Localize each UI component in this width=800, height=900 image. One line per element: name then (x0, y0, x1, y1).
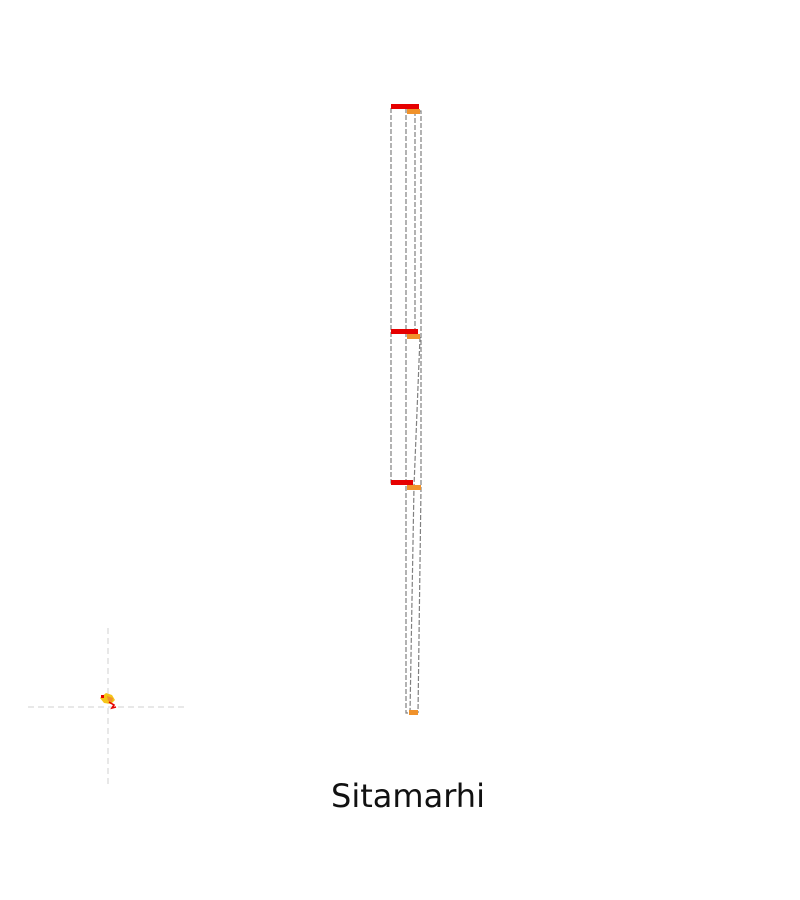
block-marker-red[interactable] (391, 329, 409, 334)
region-title: Sitamarhi (331, 777, 485, 815)
block-marker-red[interactable] (391, 104, 409, 109)
boundary-outlines (390, 108, 422, 714)
block-marker-red[interactable] (407, 104, 419, 109)
block-marker-red[interactable] (407, 329, 418, 334)
locator-inset (28, 628, 188, 788)
block-marker-red[interactable] (391, 480, 413, 485)
boundary-left-strip (390, 108, 414, 484)
block-marker-orange[interactable] (407, 334, 420, 339)
block-markers (391, 104, 421, 715)
locator-crosshair-icon (100, 693, 117, 710)
block-marker-orange[interactable] (407, 109, 420, 114)
boundary-middle-strip (405, 108, 409, 714)
block-marker-orange[interactable] (407, 485, 421, 490)
boundary-right-strip (417, 110, 422, 714)
block-marker-orange[interactable] (409, 710, 418, 715)
